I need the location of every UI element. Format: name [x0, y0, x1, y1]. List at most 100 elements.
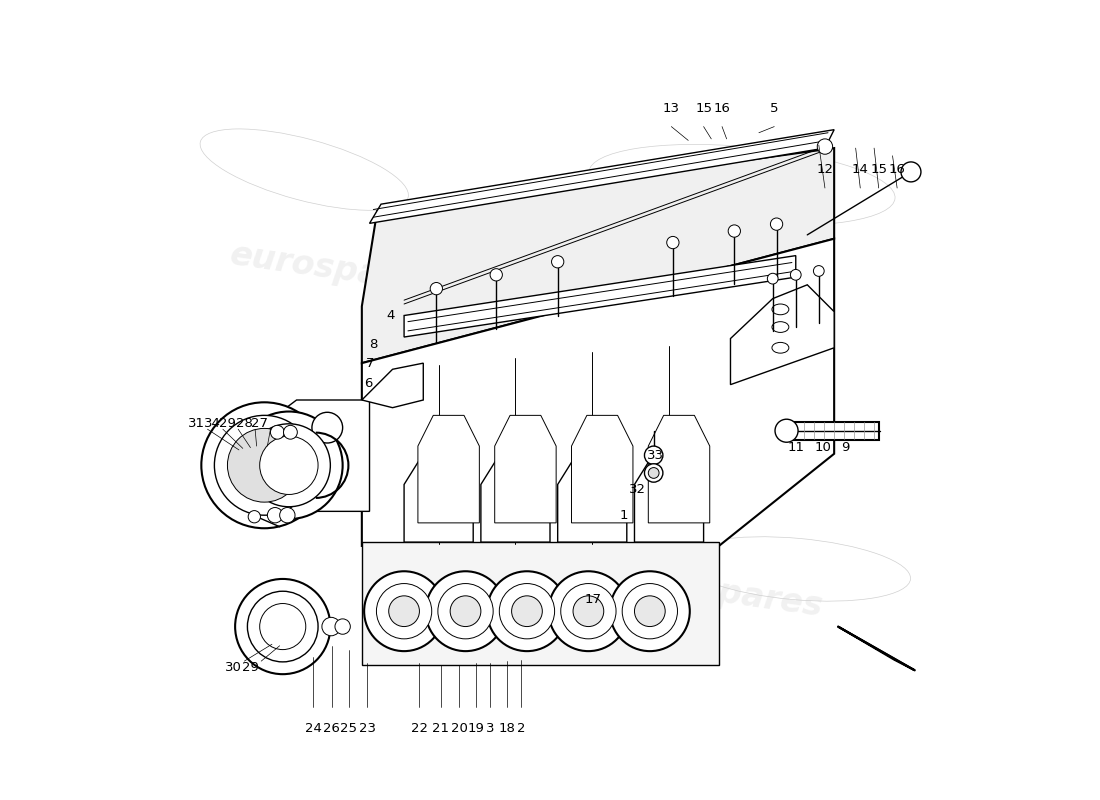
Text: 34: 34 — [204, 417, 220, 430]
Circle shape — [813, 266, 824, 276]
Polygon shape — [362, 542, 719, 665]
Text: 10: 10 — [815, 441, 832, 454]
Polygon shape — [730, 285, 834, 385]
Text: 11: 11 — [788, 441, 804, 454]
Circle shape — [235, 579, 330, 674]
Circle shape — [260, 603, 306, 650]
Polygon shape — [784, 422, 879, 440]
Polygon shape — [635, 454, 704, 542]
Circle shape — [312, 412, 342, 443]
Ellipse shape — [772, 304, 789, 314]
Text: 15: 15 — [870, 163, 888, 176]
Polygon shape — [362, 238, 834, 546]
Circle shape — [260, 436, 318, 494]
Circle shape — [770, 218, 783, 230]
Circle shape — [728, 225, 740, 237]
Polygon shape — [300, 415, 365, 507]
Polygon shape — [572, 415, 632, 523]
Polygon shape — [404, 454, 473, 542]
Text: 21: 21 — [432, 722, 450, 735]
Circle shape — [201, 402, 328, 528]
Text: 22: 22 — [411, 722, 428, 735]
Text: 26: 26 — [323, 722, 340, 735]
Text: 27: 27 — [251, 417, 268, 430]
Text: 3: 3 — [486, 722, 494, 735]
Text: 29: 29 — [242, 661, 258, 674]
Circle shape — [388, 596, 419, 626]
Circle shape — [561, 583, 616, 639]
Circle shape — [364, 571, 444, 651]
Circle shape — [426, 571, 506, 651]
Polygon shape — [558, 454, 627, 542]
Circle shape — [499, 583, 554, 639]
Circle shape — [768, 274, 778, 284]
Polygon shape — [838, 626, 915, 670]
Circle shape — [573, 596, 604, 626]
Circle shape — [623, 583, 678, 639]
Polygon shape — [495, 415, 557, 523]
Circle shape — [248, 591, 318, 662]
Circle shape — [776, 419, 799, 442]
Circle shape — [235, 411, 342, 519]
Text: 5: 5 — [770, 102, 779, 114]
Circle shape — [667, 237, 679, 249]
Text: eurospares: eurospares — [228, 238, 442, 301]
Text: 16: 16 — [714, 102, 730, 114]
Text: 1: 1 — [619, 509, 628, 522]
Text: 24: 24 — [305, 722, 322, 735]
Ellipse shape — [772, 342, 789, 353]
Text: 20: 20 — [451, 722, 468, 735]
Polygon shape — [404, 256, 795, 337]
Circle shape — [249, 510, 261, 523]
Polygon shape — [648, 415, 710, 523]
Circle shape — [645, 464, 663, 482]
Circle shape — [279, 507, 295, 523]
Circle shape — [248, 424, 330, 506]
Ellipse shape — [285, 427, 316, 496]
Circle shape — [551, 256, 564, 268]
Polygon shape — [362, 148, 834, 363]
Text: 7: 7 — [366, 357, 374, 370]
Text: 33: 33 — [648, 449, 664, 462]
Circle shape — [322, 618, 340, 636]
Circle shape — [228, 429, 301, 502]
Circle shape — [645, 446, 663, 465]
Polygon shape — [370, 130, 834, 223]
Text: 29: 29 — [219, 417, 235, 430]
Polygon shape — [362, 363, 424, 408]
Text: 23: 23 — [359, 722, 376, 735]
Circle shape — [901, 162, 921, 182]
Polygon shape — [418, 415, 480, 523]
Circle shape — [512, 596, 542, 626]
Text: 13: 13 — [663, 102, 680, 114]
Circle shape — [609, 571, 690, 651]
Circle shape — [648, 467, 659, 478]
Circle shape — [491, 269, 503, 281]
Text: 8: 8 — [370, 338, 377, 351]
Circle shape — [267, 507, 283, 523]
Ellipse shape — [772, 322, 789, 333]
Text: 16: 16 — [889, 163, 905, 176]
Text: eurospares: eurospares — [613, 561, 826, 623]
Circle shape — [817, 139, 833, 154]
Text: 25: 25 — [340, 722, 358, 735]
Text: 17: 17 — [584, 593, 602, 606]
Text: 31: 31 — [188, 417, 206, 430]
Circle shape — [376, 583, 431, 639]
Text: 9: 9 — [840, 441, 849, 454]
Circle shape — [438, 583, 493, 639]
Text: 15: 15 — [695, 102, 712, 114]
Text: 32: 32 — [629, 482, 646, 495]
Text: 30: 30 — [226, 661, 242, 674]
Text: 12: 12 — [816, 163, 834, 176]
Text: eurospares: eurospares — [482, 292, 695, 354]
Text: 6: 6 — [364, 377, 372, 390]
Text: 14: 14 — [851, 163, 869, 176]
Circle shape — [450, 596, 481, 626]
Circle shape — [284, 426, 297, 439]
Circle shape — [487, 571, 566, 651]
Circle shape — [549, 571, 628, 651]
Polygon shape — [481, 454, 550, 542]
Text: 19: 19 — [468, 722, 485, 735]
Circle shape — [791, 270, 801, 280]
